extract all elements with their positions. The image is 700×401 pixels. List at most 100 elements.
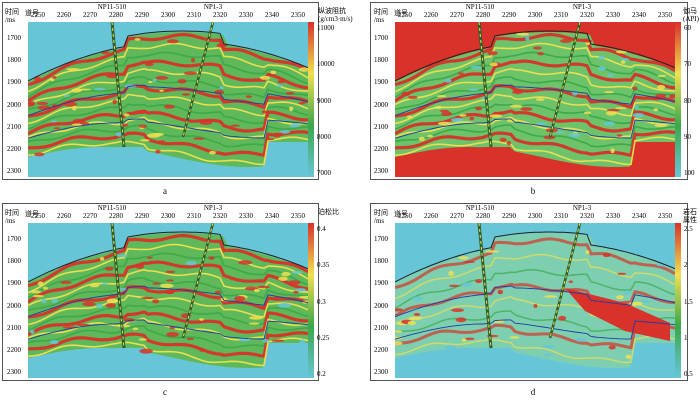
x-tick-label: 2310 xyxy=(554,11,568,19)
attribute-blob xyxy=(123,113,130,117)
x-tick-label: 2320 xyxy=(580,11,594,19)
attribute-blob xyxy=(209,150,216,155)
x-tick-label: 2280 xyxy=(476,212,490,220)
attribute-blob xyxy=(568,133,581,138)
well-log-track xyxy=(478,22,492,148)
attribute-blob xyxy=(285,92,295,95)
horizon-band xyxy=(395,237,675,290)
y-tick-label: 2000 xyxy=(7,100,21,109)
attribute-blob xyxy=(298,295,308,299)
x-tick-label: 2290 xyxy=(502,11,516,19)
horizon-band xyxy=(28,124,308,148)
attribute-blob xyxy=(621,58,630,61)
y-tick-label: 1800 xyxy=(7,257,21,266)
y-tick-label: 1900 xyxy=(7,279,21,288)
attribute-blob xyxy=(532,46,543,50)
colorbar xyxy=(675,223,681,378)
well-log-track xyxy=(111,22,125,148)
colorbar-tick-label: 1.5 xyxy=(684,297,693,306)
attribute-blob xyxy=(616,295,624,300)
attribute-blob xyxy=(616,50,628,54)
colorbar-tick-label: 80 xyxy=(684,96,691,105)
horizon-band xyxy=(395,67,675,106)
attribute-blob xyxy=(462,282,472,288)
attribute-blob xyxy=(278,276,288,281)
y-axis-label: 时间/ms xyxy=(5,209,19,225)
horizon-band xyxy=(28,325,308,349)
panel-caption: a xyxy=(163,186,167,196)
attribute-blob xyxy=(291,271,304,274)
attribute-blob xyxy=(470,65,483,69)
attribute-blob xyxy=(607,73,614,77)
attribute-blob xyxy=(582,39,593,43)
attribute-blob xyxy=(450,117,464,122)
attribute-blob xyxy=(37,281,44,286)
attribute-blob xyxy=(139,348,153,354)
x-tick-label: 2300 xyxy=(528,212,542,220)
attribute-blob xyxy=(604,91,614,94)
attribute-blob xyxy=(51,120,58,123)
attribute-blob xyxy=(617,272,627,275)
y-axis-label: 时间/ms xyxy=(374,209,388,225)
x-tick-label: 2290 xyxy=(135,212,149,220)
seismic-attribute-image xyxy=(28,22,308,177)
x-tick-label: 2350 xyxy=(291,11,305,19)
attribute-blob xyxy=(408,316,423,321)
attribute-blob xyxy=(616,134,622,137)
well-log-track xyxy=(111,223,125,349)
attribute-blob xyxy=(72,118,86,123)
attribute-blob xyxy=(72,105,77,111)
attribute-blob xyxy=(585,41,590,46)
x-tick-label: 2250 xyxy=(398,212,412,220)
horizon-band xyxy=(395,253,675,300)
attribute-blob xyxy=(52,76,57,79)
attribute-blob xyxy=(620,60,626,64)
attribute-blob xyxy=(583,111,592,115)
attribute-blob xyxy=(632,86,638,91)
attribute-blob xyxy=(426,134,434,138)
y-tick-label: 2000 xyxy=(7,301,21,310)
y-tick-label: 2300 xyxy=(7,167,21,175)
horizon-band xyxy=(28,32,308,87)
horizon-line xyxy=(395,319,675,340)
attribute-blob xyxy=(558,315,567,321)
attribute-blob xyxy=(184,71,197,75)
attribute-blob xyxy=(434,105,443,109)
colorbar-tick-label: 7000 xyxy=(317,169,331,177)
attribute-blob xyxy=(49,340,59,345)
attribute-blob xyxy=(395,308,403,312)
seismic-section-plot xyxy=(395,22,675,177)
x-tick-label: 2270 xyxy=(450,11,464,19)
y-tick-label: 2100 xyxy=(374,122,388,131)
colorbar-tick-label: 0.2 xyxy=(317,370,326,378)
colorbar-tick-label: 0.5 xyxy=(684,370,693,378)
attribute-blob xyxy=(602,252,611,258)
attribute-blob xyxy=(625,354,632,359)
attribute-blob xyxy=(543,135,556,140)
attribute-blob xyxy=(464,254,469,257)
attribute-blob xyxy=(295,288,307,292)
attribute-blob xyxy=(106,298,119,304)
colorbar-tick-label: 1 xyxy=(684,333,688,342)
horizon-band xyxy=(28,337,308,367)
colorbar-tick-label: 2.5 xyxy=(684,225,693,233)
attribute-blob xyxy=(544,295,558,298)
horizon-band xyxy=(395,282,675,318)
attribute-blob xyxy=(608,345,616,350)
attribute-blob xyxy=(134,110,147,115)
attribute-blob xyxy=(185,260,197,266)
horizon-band xyxy=(28,260,308,304)
x-axis-label: 道号 xyxy=(394,210,408,218)
attribute-blob xyxy=(463,261,475,263)
attribute-blob xyxy=(293,290,299,294)
horizon-band xyxy=(28,268,308,307)
panel-caption: d xyxy=(530,387,536,397)
attribute-blob xyxy=(89,283,100,288)
attribute-blob xyxy=(51,298,58,303)
attribute-blob xyxy=(270,70,277,75)
horizon-line xyxy=(395,84,675,117)
x-tick-label: 2330 xyxy=(606,212,620,220)
x-tick-label: 2260 xyxy=(57,11,71,19)
attribute-blob xyxy=(277,80,286,84)
attribute-blob xyxy=(606,108,621,112)
